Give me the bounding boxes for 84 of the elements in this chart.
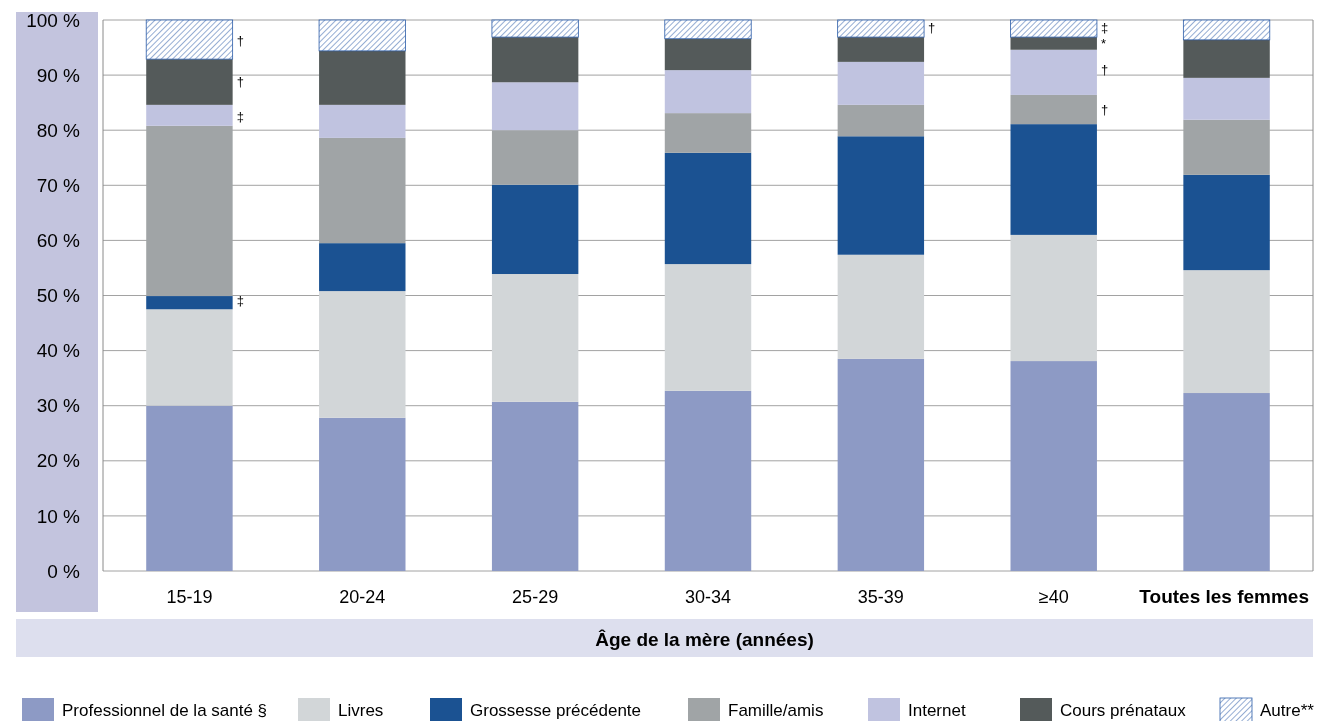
bar	[1182, 19, 1271, 41]
y-tick-label: 10 %	[36, 505, 81, 527]
bar	[1183, 77, 1270, 120]
bar	[837, 37, 925, 62]
y-tick-label: 40 %	[36, 340, 81, 362]
y-tick-label: 0 %	[47, 560, 81, 582]
bar	[491, 19, 579, 38]
bar	[491, 130, 579, 185]
bar	[491, 274, 579, 402]
legend-label: Autre**	[1260, 701, 1315, 720]
bar	[837, 254, 925, 359]
bar	[146, 125, 233, 297]
legend-label: Livres	[338, 701, 384, 720]
bar	[1183, 270, 1270, 394]
bar	[319, 243, 406, 292]
bar	[1010, 19, 1098, 38]
bar	[1010, 124, 1097, 235]
legend-label: Grossesse précédente	[470, 701, 642, 720]
bar	[319, 137, 406, 244]
bar	[145, 19, 234, 60]
annotation: ‡	[236, 108, 244, 124]
bar	[664, 113, 752, 153]
y-tick-label: 90 %	[36, 64, 81, 86]
legend-label: Internet	[908, 701, 966, 720]
bar	[491, 82, 579, 131]
bar	[1183, 174, 1270, 271]
bar	[146, 405, 233, 571]
bar	[1010, 234, 1097, 362]
x-tick-label: 25-29	[512, 587, 559, 607]
x-tick-label: 20-24	[339, 587, 386, 607]
bar	[1010, 94, 1097, 125]
bar	[837, 358, 925, 571]
bar	[319, 291, 406, 418]
bar	[491, 37, 579, 83]
legend-label: Professionnel de la santé §	[62, 701, 268, 720]
legend-label: Cours prénataux	[1060, 701, 1187, 720]
bar	[664, 70, 752, 114]
bar	[837, 136, 925, 255]
bar	[837, 19, 925, 38]
bar	[837, 104, 925, 137]
annotation: ‡	[1100, 19, 1109, 35]
bar	[146, 59, 233, 105]
legend-label: Famille/amis	[728, 701, 824, 720]
x-tick-label: 30-34	[684, 587, 732, 607]
x-tick-label: Toutes les femmes	[1139, 586, 1309, 607]
annotation: †	[1100, 101, 1109, 117]
bar	[1010, 49, 1097, 95]
annotation: †	[1100, 61, 1109, 77]
y-tick-label: 50 %	[36, 285, 81, 307]
bar	[664, 390, 752, 571]
bar	[319, 104, 406, 138]
y-tick-label: 60 %	[36, 230, 81, 252]
bar	[664, 38, 752, 71]
y-tick-label: 80 %	[36, 119, 81, 141]
bar	[318, 19, 406, 52]
bar	[664, 152, 752, 265]
x-tick-label: ≥40	[1038, 587, 1069, 607]
bar	[1010, 37, 1097, 50]
bar	[1183, 119, 1270, 175]
bar	[491, 184, 579, 275]
x-tick-label: 35-39	[857, 587, 904, 607]
bar	[319, 417, 406, 571]
bar	[319, 50, 406, 105]
bar	[146, 309, 233, 406]
x-tick-label: 15-19	[166, 587, 213, 607]
annotation: *	[1100, 35, 1106, 51]
bar	[146, 296, 233, 310]
bar	[1183, 393, 1270, 571]
y-tick-label: 20 %	[36, 450, 81, 472]
bar	[1183, 39, 1270, 78]
bar	[664, 264, 752, 391]
y-tick-label: 70 %	[36, 174, 81, 196]
y-tick-label: 30 %	[36, 395, 81, 417]
bar	[491, 401, 579, 571]
annotation: †	[928, 19, 936, 35]
annotation: ‡	[236, 292, 244, 308]
bar	[1010, 361, 1097, 571]
y-tick-label: 100 %	[26, 9, 81, 31]
bar	[664, 19, 752, 40]
bar	[146, 104, 233, 126]
x-axis-title: Âge de la mère (années)	[595, 629, 814, 650]
annotation: †	[236, 32, 244, 48]
bar	[837, 61, 925, 105]
annotation: †	[236, 73, 244, 89]
